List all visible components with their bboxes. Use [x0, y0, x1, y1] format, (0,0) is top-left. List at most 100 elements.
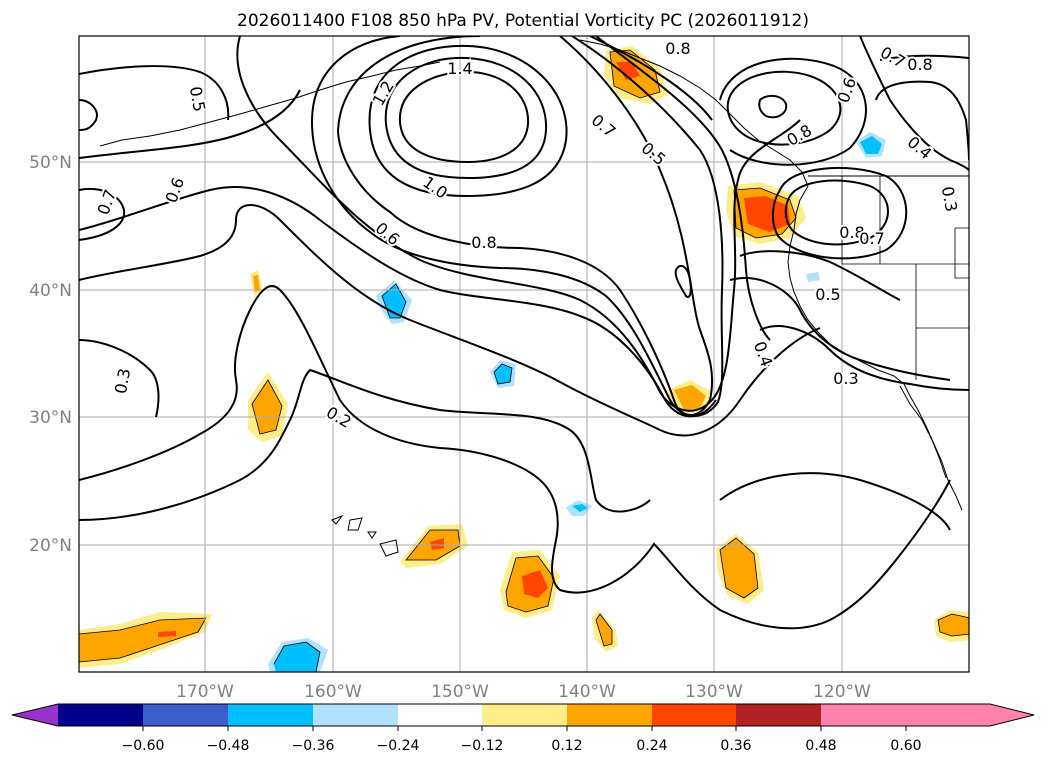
- pv-contour-0.4-east: [875, 80, 969, 161]
- colorbar-tick-label: −0.12: [461, 738, 504, 754]
- lat-label-20n: 20°N: [29, 536, 72, 556]
- contour-label: 0.8: [665, 39, 690, 58]
- pv-positive-patch: [596, 614, 612, 646]
- colorbar-tick-label: −0.48: [207, 738, 250, 754]
- pv-contour-1.0: [368, 44, 568, 198]
- colorbar-segment: [482, 704, 567, 726]
- lon-label-130w: 130°W: [685, 682, 743, 702]
- map-gridlines: [79, 36, 969, 672]
- colorbar-segment: [143, 704, 228, 726]
- pv-patch-outline: [493, 363, 513, 385]
- pv-contour-0.2: [79, 285, 951, 630]
- pv-positive-patch: [938, 614, 969, 636]
- colorbar-extension-low: [12, 704, 58, 726]
- pv-patch-outline: [251, 379, 283, 435]
- pv-negative-patch: [572, 504, 588, 512]
- pv-patch-outline: [79, 617, 207, 663]
- colorbar-segment: [313, 704, 398, 726]
- pv-positive-patch: [252, 380, 282, 434]
- colorbar-segment: [228, 704, 313, 726]
- pv-contour-0.5-northwest: [79, 99, 98, 131]
- pv-contour-small-loop: [758, 94, 788, 119]
- pv-patch-outline: [595, 613, 613, 647]
- pv-positive-patch: [253, 275, 260, 292]
- pv-patch-outline: [381, 283, 407, 319]
- pv-contour-0.7-northeast: [719, 57, 867, 166]
- contour-label: 1.4: [447, 59, 472, 78]
- pv-negative-patch: [494, 364, 512, 384]
- pv-positive-patch: [522, 570, 548, 598]
- colorbar-tick-label: 0.60: [890, 738, 921, 754]
- pv-contour-0.3-loop: [79, 368, 951, 531]
- lon-label-120w: 120°W: [813, 682, 871, 702]
- pv-patch-outline: [505, 555, 555, 613]
- colorbar-segment: [398, 704, 482, 726]
- pv-contour-0.8-northeast: [726, 70, 842, 146]
- state-boundaries: [841, 176, 969, 380]
- hawaii-islands: [331, 514, 399, 557]
- pv-positive-patch: [158, 631, 176, 637]
- alaska-coastline: [579, 39, 809, 187]
- pv-positive-patch: [674, 385, 706, 410]
- pv-patch-outline: [719, 537, 759, 599]
- aleutian-islands-coastline: [99, 61, 441, 147]
- lon-label-160w: 160°W: [304, 682, 362, 702]
- colorbar-segment: [567, 704, 652, 726]
- pv-contour-1.2: [384, 56, 548, 180]
- contour-label: 0.7: [859, 229, 884, 248]
- pv-positive-patch: [720, 538, 758, 598]
- latitude-labels: 50°N 40°N 30°N 20°N: [29, 153, 72, 556]
- lon-label-150w: 150°W: [431, 682, 489, 702]
- contour-label: 0.3: [833, 369, 858, 388]
- pv-contour-0.4-east-loop: [729, 277, 951, 381]
- pv-contour-0.6-northwest: [79, 65, 230, 121]
- map-panel: 1.4 1.2 1.0 0.8 0.8 0.8 0.8 0.8 0.7 0.7 …: [29, 35, 970, 702]
- pv-positive-patch: [616, 62, 640, 80]
- pv-contour-small-loop: [674, 264, 692, 298]
- pv-negative-patch: [274, 642, 320, 672]
- pv-patch-outline: [937, 613, 969, 637]
- contour-label: 0.8: [907, 55, 932, 74]
- pv-patch-outline: [273, 641, 321, 672]
- contour-label: 0.8: [839, 223, 864, 242]
- pv-contour-0.3-west: [79, 204, 821, 437]
- pv-negative-patch: [806, 272, 820, 282]
- colorbar-segment: [736, 704, 821, 726]
- pv-contour-0.8-main: [337, 36, 714, 416]
- colorbar-tick-label: −0.36: [292, 738, 335, 754]
- pv-patch-outline: [405, 529, 461, 561]
- pv-contour-0.8-closed: [784, 179, 889, 246]
- pv-contour-0.3-east: [759, 325, 969, 391]
- colorbar-segment: [58, 704, 143, 726]
- contour-label: 0.5: [815, 285, 840, 304]
- colorbar-tick-labels: −0.60 −0.48 −0.36 −0.24 −0.12 0.12 0.24 …: [122, 738, 922, 754]
- lon-label-140w: 140°W: [558, 682, 616, 702]
- colorbar-tick-label: 0.48: [805, 738, 836, 754]
- colorbar-tick-label: 0.24: [636, 738, 667, 754]
- pv-contour-0.7-bc: [879, 54, 969, 61]
- lat-label-50n: 50°N: [29, 153, 72, 173]
- pv-contour-1.4: [398, 70, 530, 164]
- pv-contour-0.7-closed: [772, 167, 908, 260]
- colorbar-segment: [821, 704, 906, 726]
- colorbar-tick-label: −0.60: [122, 738, 165, 754]
- colorbar-tick-label: 0.36: [720, 738, 751, 754]
- colorbar-tick-label: −0.24: [377, 738, 420, 754]
- pv-contour-0.5-main: [79, 36, 771, 341]
- pv-positive-patch: [79, 618, 206, 662]
- figure-title: 2026011400 F108 850 hPa PV, Potential Vo…: [237, 11, 809, 31]
- baja-coastline: [899, 385, 947, 479]
- pv-contour-0.4-west: [79, 186, 717, 418]
- colorbar-ticks: [142, 726, 907, 731]
- colorbar-outline: [11, 703, 1035, 727]
- pv-positive-patch: [744, 196, 790, 232]
- lon-label-170w: 170°W: [176, 682, 234, 702]
- pv-negative-patch: [860, 136, 882, 154]
- map-frame: [78, 35, 970, 673]
- colorbar-tick-label: 0.12: [551, 738, 582, 754]
- pv-contour-0.6-northeast: [859, 36, 969, 171]
- longitude-labels: 170°W 160°W 150°W 140°W 130°W 120°W: [176, 682, 871, 702]
- lat-label-30n: 30°N: [29, 408, 72, 428]
- pv-contour-0.3-far-west: [79, 339, 160, 418]
